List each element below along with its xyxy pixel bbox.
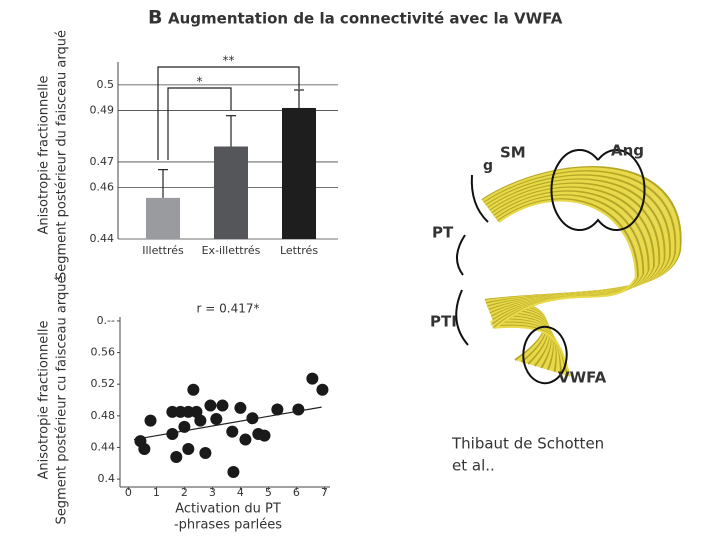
point (227, 465, 240, 478)
y-tick-label: 0.4 (98, 472, 116, 485)
point (239, 433, 252, 446)
x-tick-label: 4 (237, 486, 244, 499)
bar (214, 146, 248, 239)
outline (470, 174, 489, 223)
x-tick-label: Ex-illettrés (202, 244, 261, 257)
point (170, 450, 183, 463)
point (292, 403, 305, 416)
significance-label: ** (223, 54, 235, 68)
x-axis-label: -phrases parlées (174, 518, 282, 533)
y-tick-label: 0.52 (91, 377, 116, 390)
tract-label: Ang (611, 142, 644, 160)
x-axis-label: Activation du PT (175, 502, 281, 517)
fiber (492, 199, 638, 377)
outline (550, 149, 646, 231)
point (138, 443, 151, 456)
outline (455, 289, 469, 346)
panel-letter: B (148, 7, 162, 29)
x-tick-label: 6 (293, 486, 300, 499)
significance-label: * (197, 75, 203, 89)
chart-title: r = 0.417* (197, 302, 260, 316)
y-axis-label: Anisotropie fractionnelle (37, 76, 52, 235)
point (204, 399, 217, 412)
y-tick-label: 0.44 (90, 232, 115, 245)
x-tick-label: 3 (209, 486, 216, 499)
tract-label: VWFA (558, 369, 607, 387)
x-tick-label: 5 (265, 486, 272, 499)
y-tick-label: 0.5 (97, 78, 115, 91)
point (271, 403, 284, 416)
point (216, 399, 229, 412)
y-tick-label: 0.49 (90, 104, 115, 117)
x-tick-label: 0 (125, 486, 132, 499)
y-tick-label: 0.56 (91, 346, 116, 359)
point (166, 428, 179, 441)
point (234, 401, 247, 414)
caption: et al.. (452, 457, 495, 475)
point (199, 447, 212, 459)
point (194, 414, 207, 427)
significance-bracket (157, 66, 300, 160)
tract-label: SM (500, 144, 526, 162)
trend-line (133, 406, 322, 441)
x-tick-label: Illettrés (142, 244, 184, 257)
point (144, 414, 157, 427)
y-axis-label: Segment postérieur cu faisceau arqué (55, 276, 70, 525)
bar (146, 197, 180, 239)
y-axis-label: Anisotropie fractionnelle (37, 321, 52, 480)
y-tick-label: 0.44 (91, 440, 116, 453)
x-tick-label: 1 (153, 486, 160, 499)
y-tick-label: 0.46 (90, 181, 115, 194)
caption: Thibaut de Schotten (451, 435, 604, 453)
tractography (455, 149, 682, 385)
y-axis-label: Segment postérieur du faisceau arqué (55, 30, 70, 280)
significance-bracket (167, 87, 232, 160)
y-tick-label: 0.47 (90, 155, 115, 168)
point (182, 443, 195, 456)
bar (282, 107, 316, 239)
y-tick-label: 0.48 (91, 409, 116, 422)
point (306, 372, 319, 385)
x-tick-label: Lettrés (280, 244, 318, 257)
point (246, 412, 259, 425)
point (226, 425, 239, 438)
x-tick-label: 7 (321, 486, 328, 499)
x-tick-label: 2 (181, 486, 188, 499)
point (316, 383, 329, 396)
figure-title: Augmentation de la connectivité avec la … (168, 10, 563, 28)
tract-label: PTI (430, 313, 457, 331)
point (258, 429, 271, 442)
tract-label: g (483, 158, 493, 174)
point (178, 420, 191, 433)
outline (522, 325, 568, 385)
point (187, 383, 200, 396)
point (210, 413, 223, 425)
tract-label: PT (432, 224, 454, 242)
outline (456, 234, 466, 276)
y-tick-label: 0.-- (97, 314, 115, 327)
